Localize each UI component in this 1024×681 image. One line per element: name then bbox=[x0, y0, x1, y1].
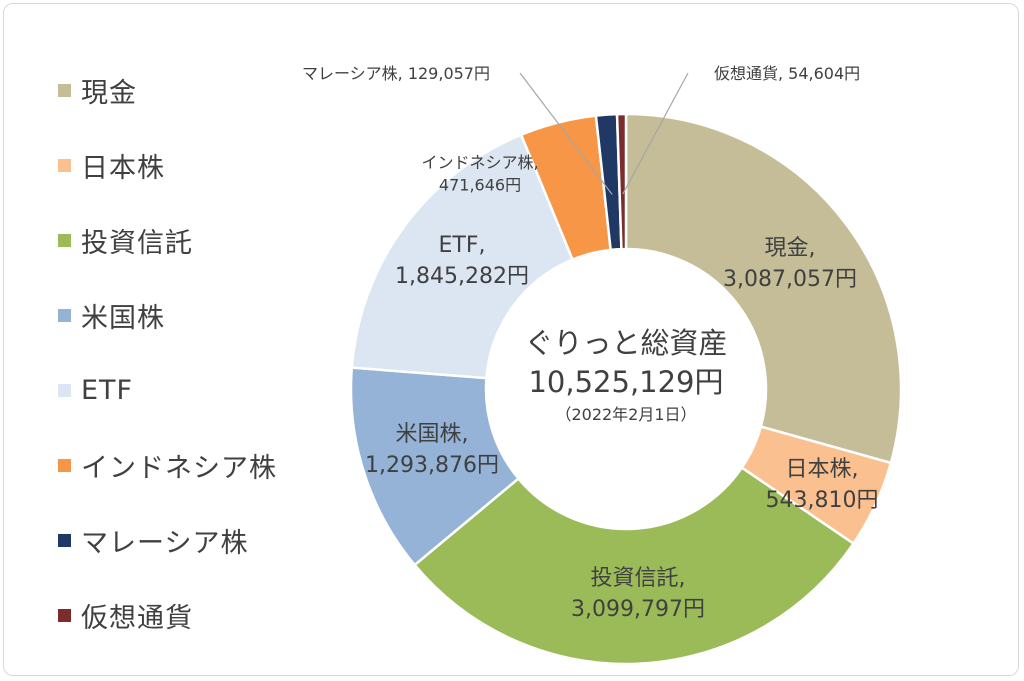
legend-item-indonesia-stock: インドネシア株 bbox=[58, 447, 277, 484]
legend-swatch bbox=[58, 158, 71, 172]
legend-item-investment-trust: 投資信託 bbox=[58, 222, 193, 259]
data-label-malaysia-stock-text: マレーシア株, 129,057円 bbox=[302, 64, 490, 83]
legend-swatch bbox=[58, 458, 71, 472]
data-label-cash-name: 現金, bbox=[765, 236, 816, 261]
center-title: ぐりっと総資産 bbox=[524, 326, 727, 360]
slice-etf bbox=[350, 133, 575, 380]
leader-line-crypto bbox=[622, 72, 689, 195]
legend-item-japan-stock: 日本株 bbox=[58, 147, 165, 184]
data-label-investment-trust-name: 投資信託, bbox=[591, 566, 686, 591]
legend-swatch bbox=[58, 233, 71, 247]
data-label-indonesia-stock-name: インドネシア株, bbox=[421, 153, 538, 172]
data-label-investment-trust-value: 3,099,797円 bbox=[571, 597, 705, 622]
legend-item-us-stock: 米国株 bbox=[58, 297, 165, 334]
legend-swatch bbox=[58, 533, 71, 547]
leader-lines bbox=[519, 72, 689, 195]
legend-label: 日本株 bbox=[81, 152, 165, 184]
data-label-us-stock-name: 米国株, bbox=[396, 422, 469, 447]
leader-line-malaysia-stock bbox=[519, 72, 613, 195]
slice-crypto bbox=[615, 112, 628, 251]
data-label-etf-value: 1,845,282円 bbox=[395, 264, 529, 289]
legend-swatch bbox=[58, 383, 71, 397]
legend-item-malaysia-stock: マレーシア株 bbox=[58, 522, 249, 559]
legend-item-crypto: 仮想通貨 bbox=[58, 597, 193, 634]
legend-swatch bbox=[58, 83, 71, 97]
data-label-indonesia-stock-value: 471,646円 bbox=[439, 175, 521, 194]
slice-us-stock bbox=[349, 366, 521, 567]
data-label-japan-stock-value: 543,810円 bbox=[766, 488, 879, 513]
legend-item-etf: ETF bbox=[58, 372, 133, 408]
data-label-crypto-text: 仮想通貨, 54,604円 bbox=[714, 64, 860, 83]
legend-label: 現金 bbox=[81, 77, 137, 109]
center-date: （2022年2月1日） bbox=[555, 405, 696, 424]
data-label-etf-name: ETF, bbox=[439, 233, 486, 258]
legend-label: ETF bbox=[81, 374, 134, 406]
legend-label: 投資信託 bbox=[81, 227, 193, 259]
legend-swatch bbox=[58, 608, 71, 622]
slice-investment-trust bbox=[412, 465, 856, 666]
legend-label: 仮想通貨 bbox=[81, 602, 193, 634]
donut-slices bbox=[349, 112, 903, 666]
legend-label: インドネシア株 bbox=[81, 452, 277, 484]
legend-label: 米国株 bbox=[81, 302, 165, 334]
center-total: 10,525,129円 bbox=[528, 365, 723, 399]
data-label-us-stock-value: 1,293,876円 bbox=[365, 453, 499, 478]
data-label-japan-stock-name: 日本株, bbox=[786, 457, 859, 482]
slice-cash bbox=[624, 112, 903, 465]
legend-label: マレーシア株 bbox=[81, 527, 249, 559]
data-label-cash-value: 3,087,057円 bbox=[723, 267, 857, 292]
legend-item-cash: 現金 bbox=[58, 72, 137, 109]
legend-swatch bbox=[58, 308, 71, 322]
